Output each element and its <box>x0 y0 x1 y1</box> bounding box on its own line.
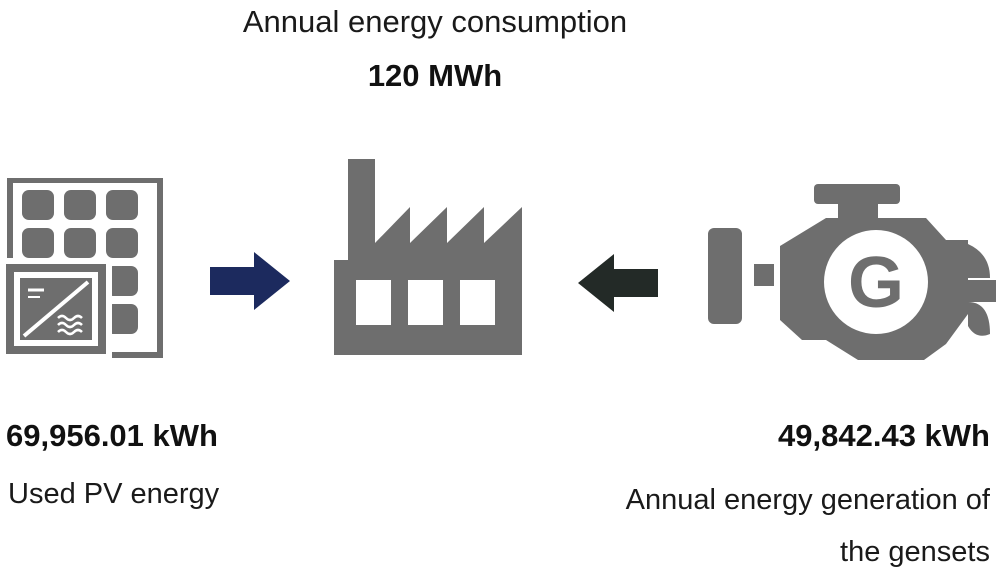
pv-energy-value: 69,956.01 kWh <box>6 418 218 453</box>
factory-icon <box>334 159 522 355</box>
generator-engine-icon: G <box>708 184 996 360</box>
svg-text:G: G <box>848 243 904 323</box>
genset-label-line-2: the gensets <box>840 536 990 568</box>
solar-panel-inverter-icon <box>0 178 163 360</box>
consumption-total: 120 MWh <box>367 58 503 93</box>
genset-energy-value: 49,842.43 kWh <box>778 418 990 453</box>
genset-arrow-icon <box>578 254 658 312</box>
genset-label-line-1: Annual energy generation of <box>625 484 990 516</box>
pv-energy-label: Used PV energy <box>8 478 220 510</box>
genset-energy-label: Annual energy generation of the gensets <box>520 474 990 578</box>
consumption-title: Annual energy consumption <box>242 4 628 39</box>
pv-arrow-icon <box>210 252 290 310</box>
